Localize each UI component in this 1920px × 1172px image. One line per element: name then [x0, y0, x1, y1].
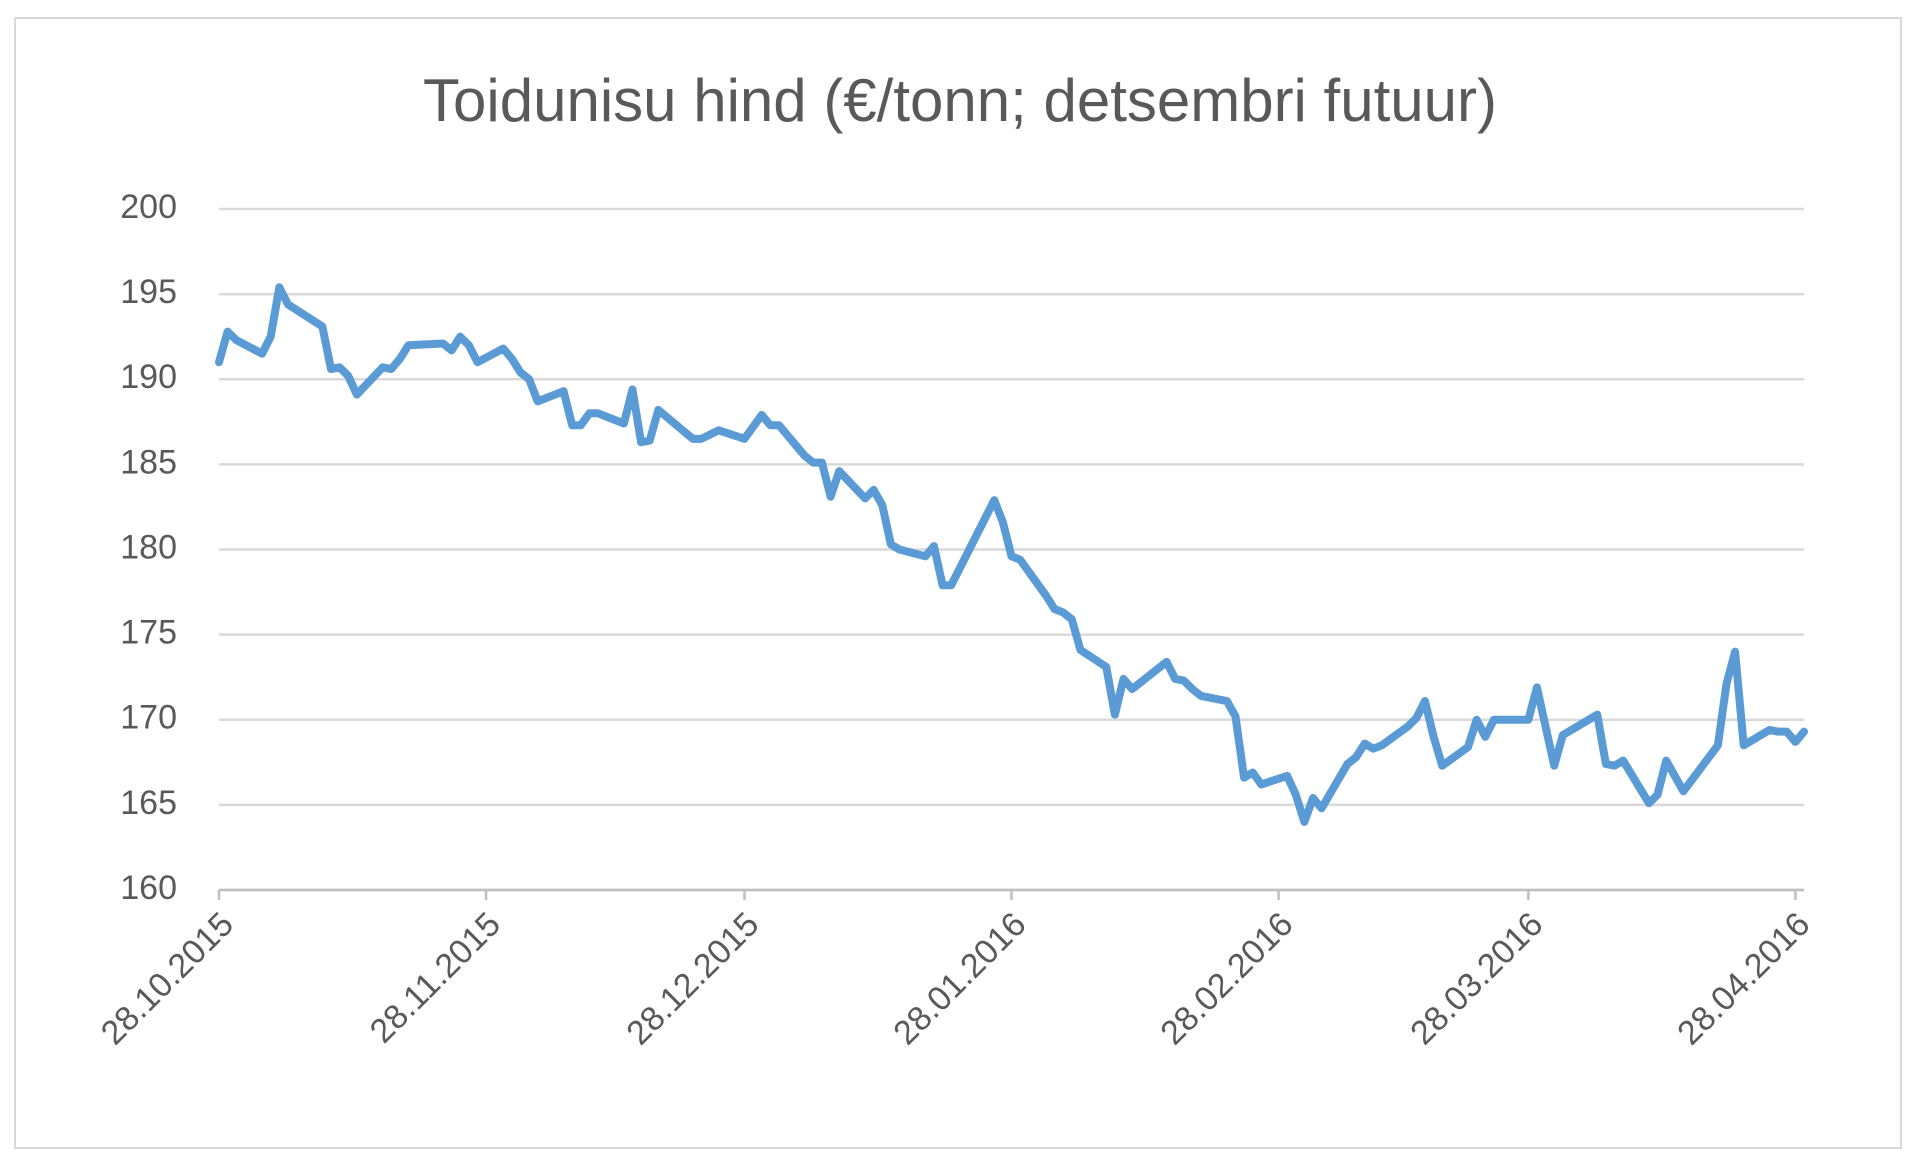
y-tick-label: 190 — [120, 358, 177, 396]
y-tick-label: 180 — [120, 528, 177, 566]
y-tick-label: 160 — [120, 869, 177, 907]
y-tick-label: 165 — [120, 784, 177, 822]
price-line — [215, 283, 1808, 826]
y-tick-label: 200 — [120, 188, 177, 226]
chart-border — [14, 17, 1902, 1149]
chart-title: Toidunisu hind (€/tonn; detsembri futuur… — [423, 67, 1497, 134]
y-tick-label: 195 — [120, 273, 177, 311]
y-tick-label: 175 — [120, 614, 177, 652]
y-tick-label: 170 — [120, 699, 177, 737]
y-tick-label: 185 — [120, 443, 177, 481]
